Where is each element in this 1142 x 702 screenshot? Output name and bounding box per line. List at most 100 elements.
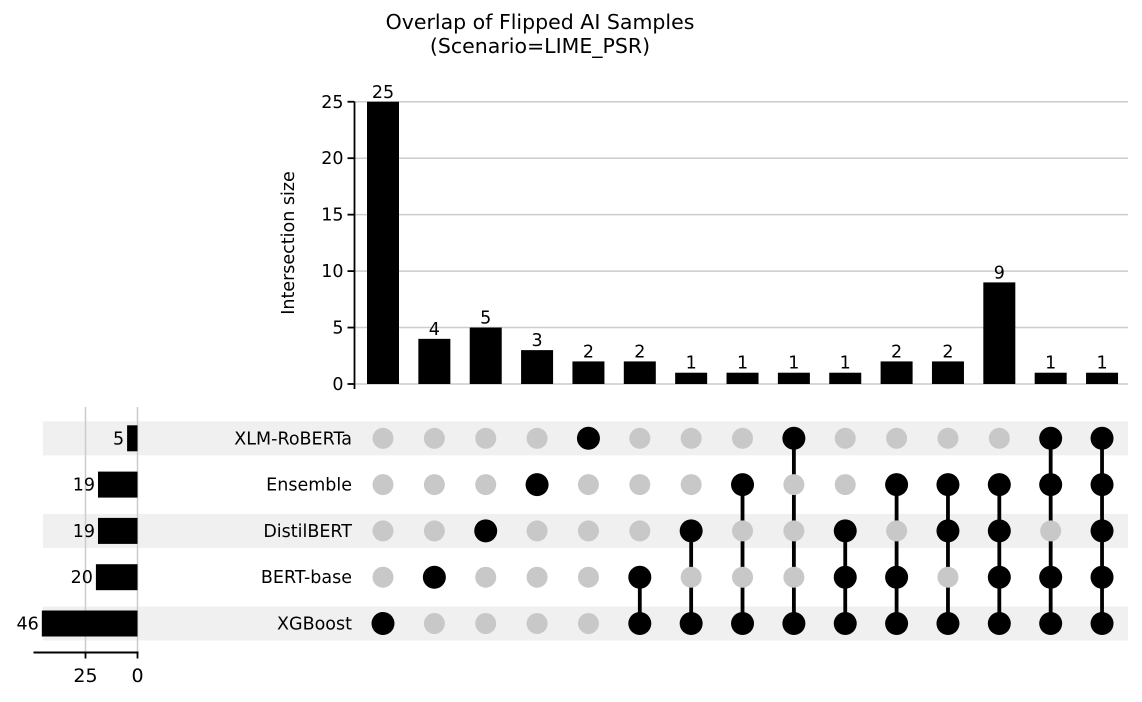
intersection-bar-value: 4 (429, 320, 440, 340)
y-axis-title: Intersection size (279, 171, 299, 315)
matrix-dot-active (1090, 473, 1114, 497)
intersection-bar-value: 2 (634, 342, 645, 362)
matrix-dot-active (1039, 565, 1063, 589)
set-label: BERT-base (261, 568, 352, 588)
matrix-dot-inactive (577, 566, 599, 588)
matrix-dot-inactive (526, 427, 548, 449)
matrix-dot-active (1039, 612, 1063, 635)
chart-title: Overlap of Flipped AI Samples (Scenario=… (385, 10, 695, 58)
matrix-dot-inactive (423, 427, 445, 449)
matrix-dot-active (731, 612, 755, 635)
matrix-dot-active (833, 519, 857, 543)
intersection-bar (726, 372, 759, 384)
matrix-dot-inactive (886, 427, 908, 449)
intersection-bar (418, 338, 451, 384)
set-size-tick-label: 25 (73, 665, 97, 687)
intersection-bar (521, 350, 554, 384)
set-size-tick-label: 0 (131, 665, 143, 687)
intersection-bar (1034, 372, 1067, 384)
set-size-bar (97, 517, 138, 544)
set-size-value: 19 (73, 522, 95, 542)
matrix-dot-active (474, 519, 498, 543)
matrix-dot-inactive (577, 613, 599, 634)
intersection-tick-label: 20 (321, 149, 343, 169)
matrix-dot-active (628, 612, 652, 635)
intersection-bar-value: 1 (788, 354, 799, 374)
matrix-dot-active (371, 612, 395, 635)
intersection-bar-value: 1 (686, 354, 697, 374)
intersection-bar (829, 372, 862, 384)
matrix-dot-inactive (423, 520, 445, 542)
matrix-dot-inactive (680, 474, 702, 496)
matrix-dot-inactive (783, 566, 805, 588)
intersection-tick-label: 25 (321, 93, 343, 113)
matrix-dot-inactive (732, 520, 754, 542)
matrix-dot-active (525, 473, 549, 497)
matrix-dot-active (1090, 612, 1114, 635)
matrix-dot-inactive (423, 474, 445, 496)
matrix-dot-inactive (423, 613, 445, 634)
set-label: XGBoost (277, 615, 352, 635)
matrix-dot-active (987, 519, 1011, 543)
chart-title-line1: Overlap of Flipped AI Samples (385, 10, 695, 34)
matrix-dot-active (628, 565, 652, 589)
intersection-tick-label: 0 (332, 375, 343, 395)
matrix-dot-active (885, 612, 909, 635)
matrix-dot-inactive (629, 520, 651, 542)
intersection-bar (367, 101, 399, 384)
intersection-bar (469, 327, 502, 384)
matrix-dot-inactive (577, 474, 599, 496)
matrix-dot-inactive (834, 474, 856, 496)
matrix-dot-inactive (526, 566, 548, 588)
intersection-bar-value: 2 (891, 342, 902, 362)
matrix-dot-active (885, 565, 909, 589)
matrix-dot-inactive (526, 520, 548, 542)
matrix-dot-inactive (732, 566, 754, 588)
intersection-bar-value: 1 (1045, 354, 1056, 374)
matrix-dot-inactive (372, 566, 394, 588)
matrix-dot-inactive (475, 613, 497, 634)
matrix-dot-active (731, 473, 755, 497)
matrix-dot-inactive (629, 427, 651, 449)
matrix-dot-active (833, 565, 857, 589)
set-size-bar (127, 425, 138, 452)
matrix-dot-inactive (475, 566, 497, 588)
matrix-dot-active (679, 519, 703, 543)
intersection-bar-value: 2 (583, 342, 594, 362)
matrix-dot-inactive (475, 474, 497, 496)
matrix-dot-inactive (988, 427, 1010, 449)
set-size-value: 46 (17, 615, 39, 635)
matrix-dot-inactive (680, 427, 702, 449)
set-size-bar (41, 610, 138, 637)
set-size-value: 5 (113, 429, 124, 449)
matrix-dot-active (1090, 426, 1114, 450)
matrix-dot-inactive (1040, 520, 1062, 542)
matrix-dot-active (987, 473, 1011, 497)
matrix-dot-active (987, 612, 1011, 635)
intersection-bar (931, 361, 964, 384)
intersection-bar-value: 5 (480, 309, 491, 329)
matrix-dot-inactive (629, 474, 651, 496)
set-size-bar (97, 471, 138, 498)
set-label: DistilBERT (263, 522, 352, 542)
matrix-dot-active (936, 473, 960, 497)
matrix-dot-inactive (783, 520, 805, 542)
matrix-dot-inactive (475, 427, 497, 449)
matrix-dot-inactive (834, 427, 856, 449)
matrix-dot-active (936, 612, 960, 635)
matrix-dot-active (782, 426, 806, 450)
intersection-bar (623, 361, 656, 384)
matrix-dot-inactive (372, 520, 394, 542)
intersection-tick-label: 15 (321, 206, 343, 226)
set-label: XLM-RoBERTa (234, 429, 352, 449)
matrix-dot-active (782, 612, 806, 635)
matrix-dot-inactive (783, 474, 805, 496)
intersection-tick-label: 10 (321, 262, 343, 282)
matrix-dot-inactive (680, 566, 702, 588)
intersection-bar (983, 282, 1016, 384)
chart-title-line2: (Scenario=LIME_PSR) (429, 33, 651, 58)
matrix-dot-inactive (732, 427, 754, 449)
intersection-bar (675, 372, 708, 384)
intersection-bar (572, 361, 605, 384)
